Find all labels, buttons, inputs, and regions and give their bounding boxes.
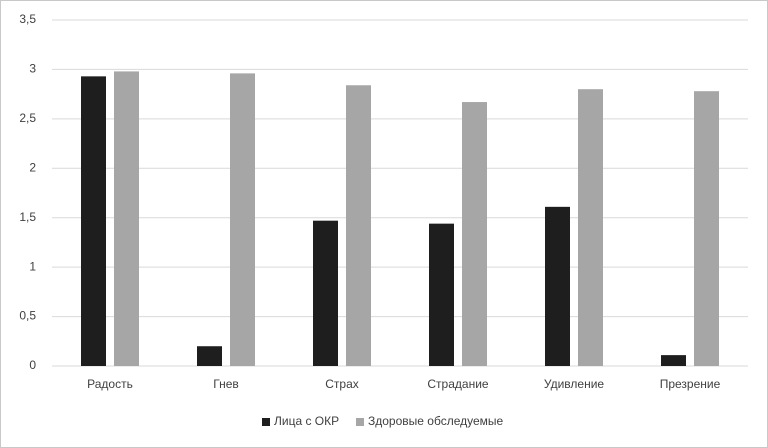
x-tick-label: Страх bbox=[325, 377, 359, 391]
bar bbox=[462, 102, 487, 367]
x-tick-label: Радость bbox=[87, 377, 133, 391]
y-tick-label: 0,5 bbox=[19, 309, 36, 323]
legend-label: Лица с ОКР bbox=[274, 414, 339, 428]
x-tick-label: Презрение bbox=[660, 377, 721, 391]
y-tick-label: 2,5 bbox=[19, 111, 36, 125]
y-tick-label: 0 bbox=[29, 358, 36, 372]
bar bbox=[429, 223, 454, 366]
y-tick-label: 2 bbox=[29, 160, 36, 174]
legend-label: Здоровые обследуемые bbox=[368, 414, 504, 428]
y-tick-label: 3,5 bbox=[19, 12, 36, 26]
y-tick-label: 1,5 bbox=[19, 210, 36, 224]
y-tick-label: 3 bbox=[29, 62, 36, 76]
x-tick-label: Удивление bbox=[544, 377, 604, 391]
bar bbox=[578, 89, 603, 366]
bar bbox=[313, 220, 338, 366]
bar bbox=[81, 76, 106, 366]
legend-swatch bbox=[356, 418, 364, 426]
bar bbox=[114, 71, 139, 367]
x-tick-label: Гнев bbox=[213, 377, 239, 391]
bar bbox=[197, 346, 222, 366]
x-tick-label: Страдание bbox=[427, 377, 489, 391]
bar bbox=[346, 85, 371, 366]
bar bbox=[694, 91, 719, 367]
bar bbox=[661, 355, 686, 366]
y-tick-label: 1 bbox=[29, 259, 36, 273]
bar bbox=[230, 73, 255, 366]
bar bbox=[545, 206, 570, 366]
legend-swatch bbox=[262, 418, 270, 426]
